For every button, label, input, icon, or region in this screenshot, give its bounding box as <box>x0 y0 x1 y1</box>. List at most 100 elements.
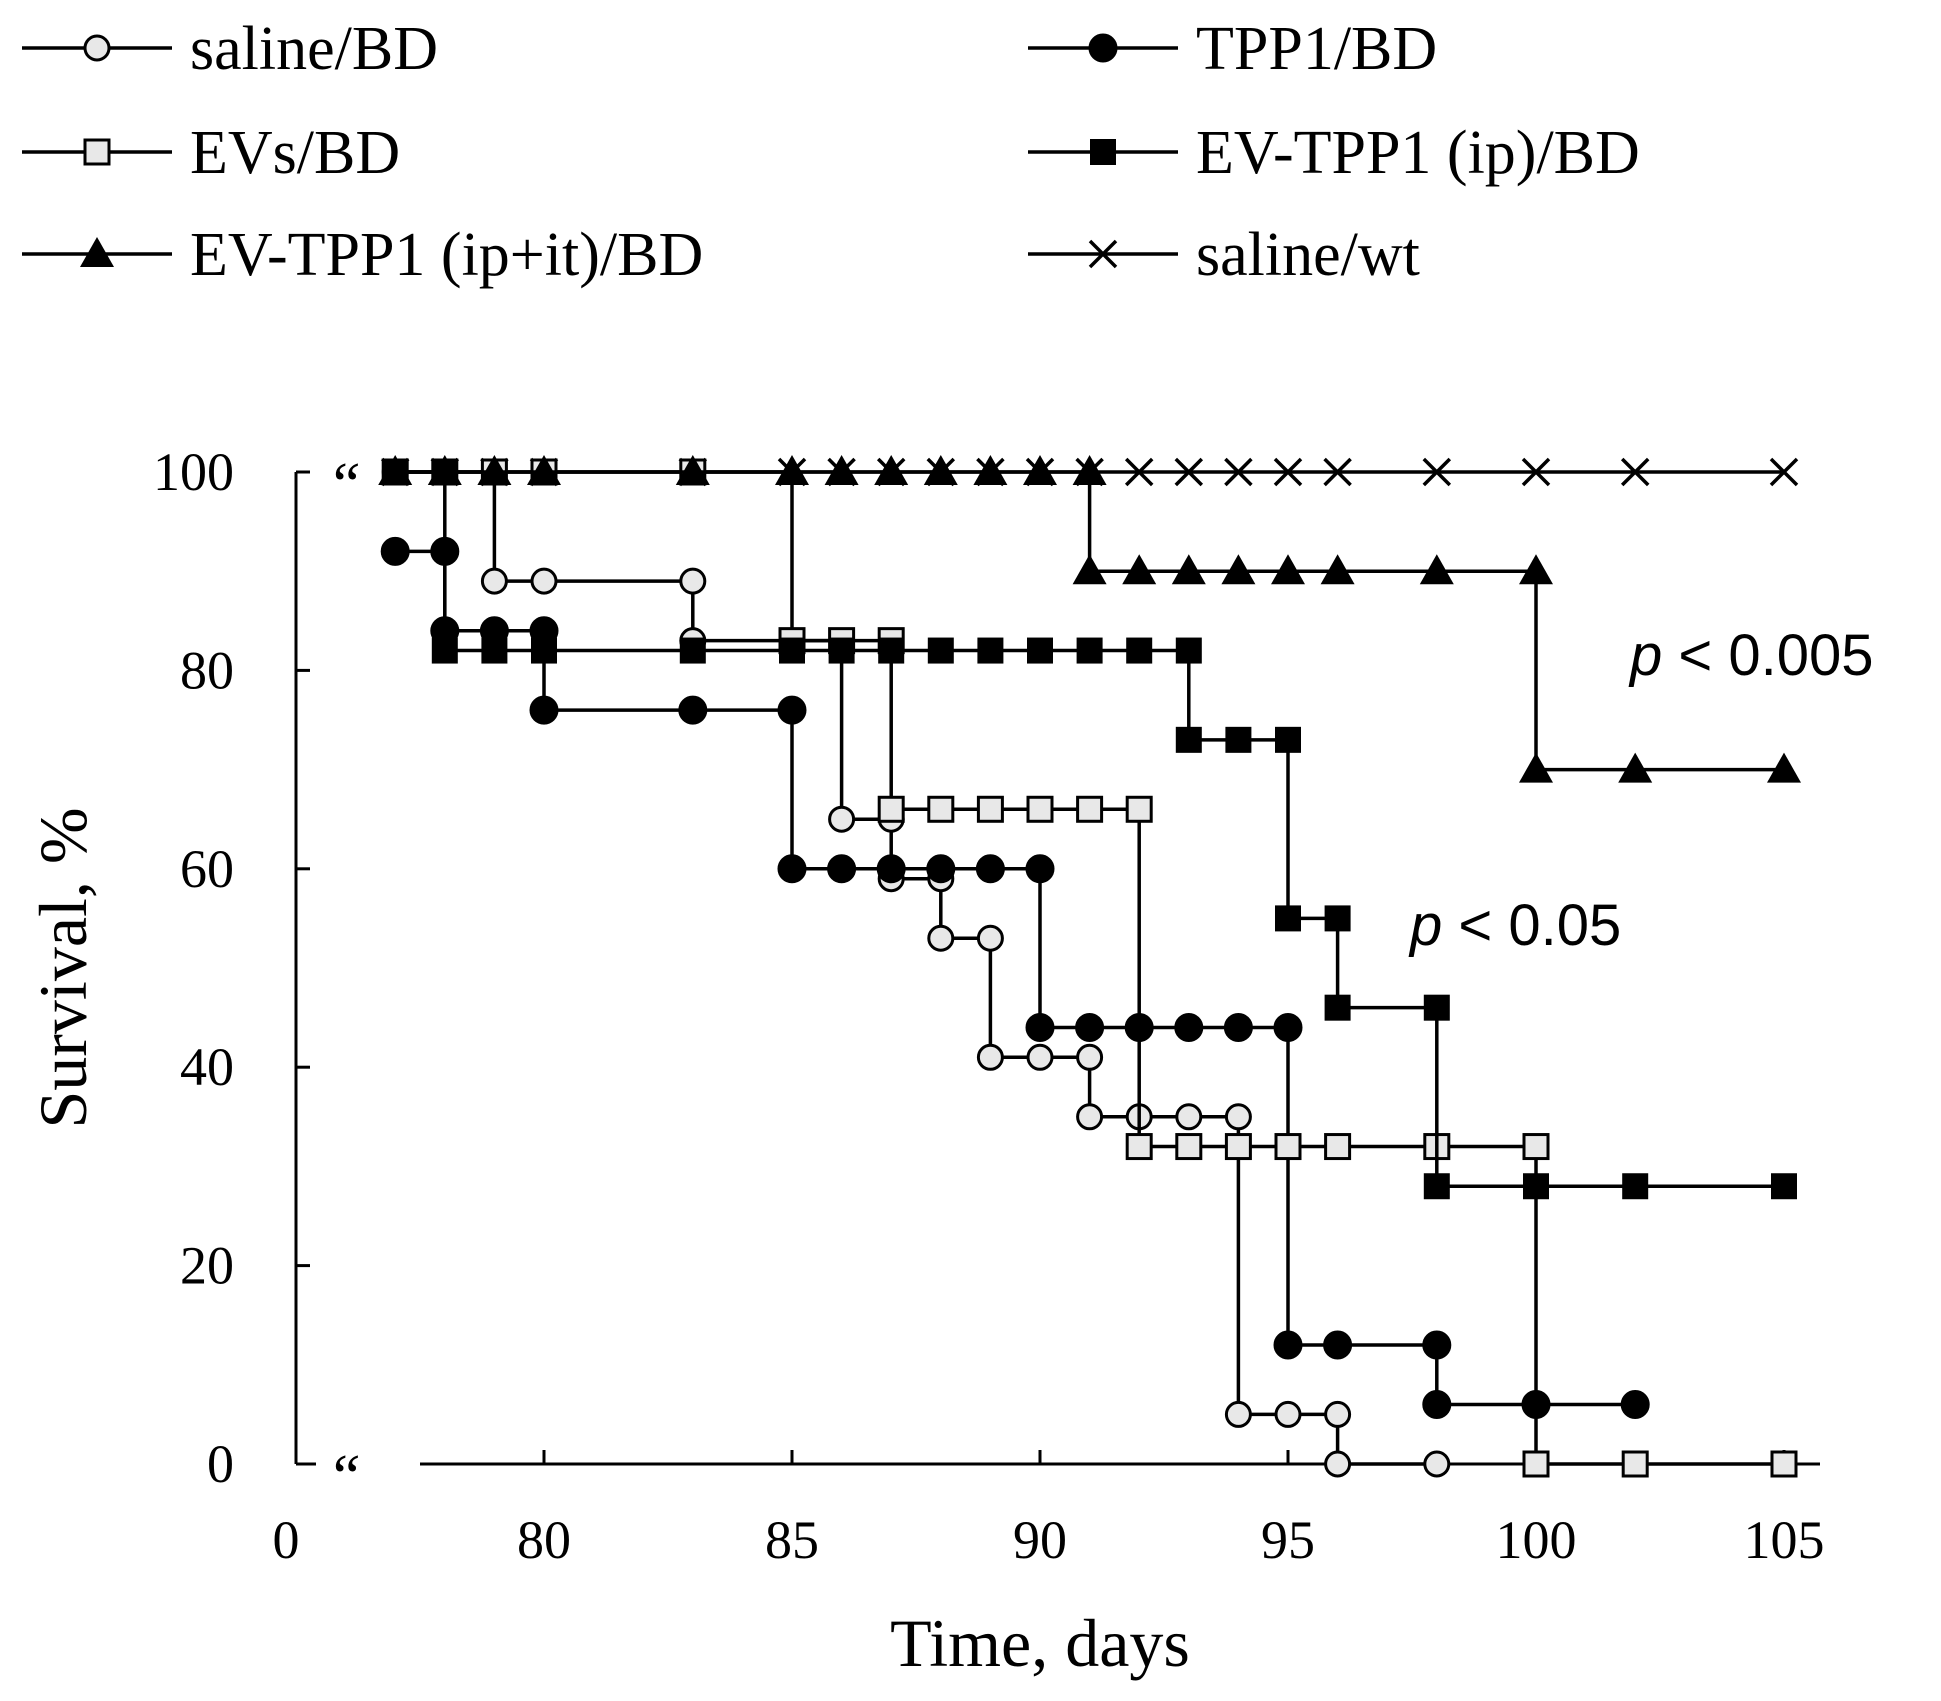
data-point <box>1076 637 1103 664</box>
data-point <box>1027 637 1053 664</box>
series-evs-bd <box>381 458 1798 1478</box>
data-point <box>1224 1133 1252 1161</box>
x-tick-label: 85 <box>765 1510 819 1570</box>
legend-label: EVs/BD <box>190 119 400 187</box>
data-point <box>1320 554 1355 585</box>
x-axis-title: Time, days <box>890 1605 1190 1681</box>
data-point <box>1273 1013 1303 1043</box>
data-point <box>378 455 413 485</box>
legend-label: EV-TPP1 (ip)/BD <box>1196 119 1640 187</box>
data-point <box>427 455 462 485</box>
data-point <box>828 805 856 833</box>
data-point <box>1221 554 1256 585</box>
data-point <box>927 924 955 952</box>
y-tick-label: 0 <box>207 1434 234 1494</box>
data-point <box>431 637 458 664</box>
data-point <box>1023 455 1057 485</box>
data-point <box>1072 455 1107 485</box>
data-point <box>1175 637 1202 664</box>
legend: saline/BD TPP1/BD EVs/BD EV-TPP1 (ip)/BD EV-… <box>22 15 1640 289</box>
legend-marker <box>80 237 114 267</box>
data-point <box>1621 1450 1649 1478</box>
legend-item-ev-tpp1-ip-bd: EV-TPP1 (ip)/BD <box>1028 119 1640 187</box>
series-line <box>395 470 1784 1466</box>
data-point <box>1618 752 1653 783</box>
y-tick-label: 80 <box>180 640 234 700</box>
data-point <box>877 795 905 823</box>
data-point <box>775 455 809 485</box>
data-point <box>828 637 855 664</box>
data-point <box>1175 1103 1203 1131</box>
data-point <box>1522 1450 1550 1478</box>
data-point <box>874 455 909 485</box>
data-point <box>1770 1450 1798 1478</box>
data-point <box>1224 1103 1252 1131</box>
data-point <box>1324 905 1351 932</box>
data-point <box>1767 752 1801 783</box>
data-point <box>827 854 857 884</box>
p-value: < 0.05 <box>1442 893 1621 958</box>
legend-marker <box>1090 139 1116 165</box>
data-point <box>1419 554 1454 585</box>
y-tick-label: 100 <box>153 442 234 502</box>
data-point <box>1174 1013 1204 1043</box>
legend-label: saline/BD <box>190 15 438 83</box>
axes: “ “ 0 20 40 60 80 100 0 80 85 90 95 100 105 Time, days S… <box>25 442 1825 1681</box>
data-point <box>926 854 956 884</box>
x-tick-label: 90 <box>1013 1510 1067 1570</box>
x-tick-label: 0 <box>273 1510 300 1570</box>
data-point <box>1126 637 1153 664</box>
data-point <box>1275 905 1301 932</box>
data-point <box>777 854 807 884</box>
p-value-annotation: p < 0.005 <box>1628 623 1874 688</box>
legend-item-tpp1-bd: TPP1/BD <box>1028 15 1437 83</box>
data-point <box>1324 994 1351 1021</box>
legend-label: EV-TPP1 (ip+it)/BD <box>190 221 703 289</box>
data-point <box>529 695 559 725</box>
data-point <box>1324 1133 1352 1161</box>
data-point <box>1423 994 1450 1021</box>
data-point <box>679 567 707 595</box>
data-point <box>977 637 1004 664</box>
data-point <box>1523 1173 1549 1200</box>
data-point <box>1423 1173 1450 1200</box>
data-point <box>927 637 954 664</box>
axis-break-mark-top: “ <box>327 451 361 519</box>
series-ev-tpp1-ip-it-bd <box>378 455 1801 783</box>
data-point <box>1075 1013 1105 1043</box>
p-value: < 0.005 <box>1662 623 1873 688</box>
data-point <box>1324 1450 1352 1478</box>
data-point <box>1125 795 1153 823</box>
data-point <box>878 637 905 664</box>
data-point <box>1026 795 1054 823</box>
data-point <box>1225 726 1252 753</box>
legend-item-saline-wt: saline/wt <box>1028 221 1420 289</box>
data-point <box>1025 854 1055 884</box>
data-point <box>1622 1173 1649 1200</box>
series-layer <box>378 455 1801 1478</box>
data-point <box>777 695 807 725</box>
legend-item-evs-bd: EVs/BD <box>22 119 400 187</box>
data-point <box>531 637 557 664</box>
legend-marker <box>1088 33 1118 63</box>
data-point <box>779 637 805 664</box>
p-value-annotation: p < 0.05 <box>1408 893 1621 958</box>
series-tpp1-bd <box>380 536 1650 1419</box>
data-point <box>1072 554 1107 585</box>
data-point <box>380 536 410 566</box>
legend-marker <box>83 138 111 166</box>
series-line <box>395 470 1784 1188</box>
data-point <box>1423 1450 1451 1478</box>
legend-marker <box>1088 239 1118 269</box>
data-point <box>1171 554 1206 585</box>
p-symbol: p <box>1408 893 1442 958</box>
data-point <box>1519 554 1553 585</box>
data-point <box>976 1043 1004 1071</box>
data-point <box>973 455 1008 485</box>
series-line <box>395 549 1636 1407</box>
legend-marker <box>83 34 111 62</box>
data-point <box>1274 1133 1302 1161</box>
y-tick-label: 20 <box>180 1236 234 1296</box>
data-point <box>1273 457 1303 487</box>
